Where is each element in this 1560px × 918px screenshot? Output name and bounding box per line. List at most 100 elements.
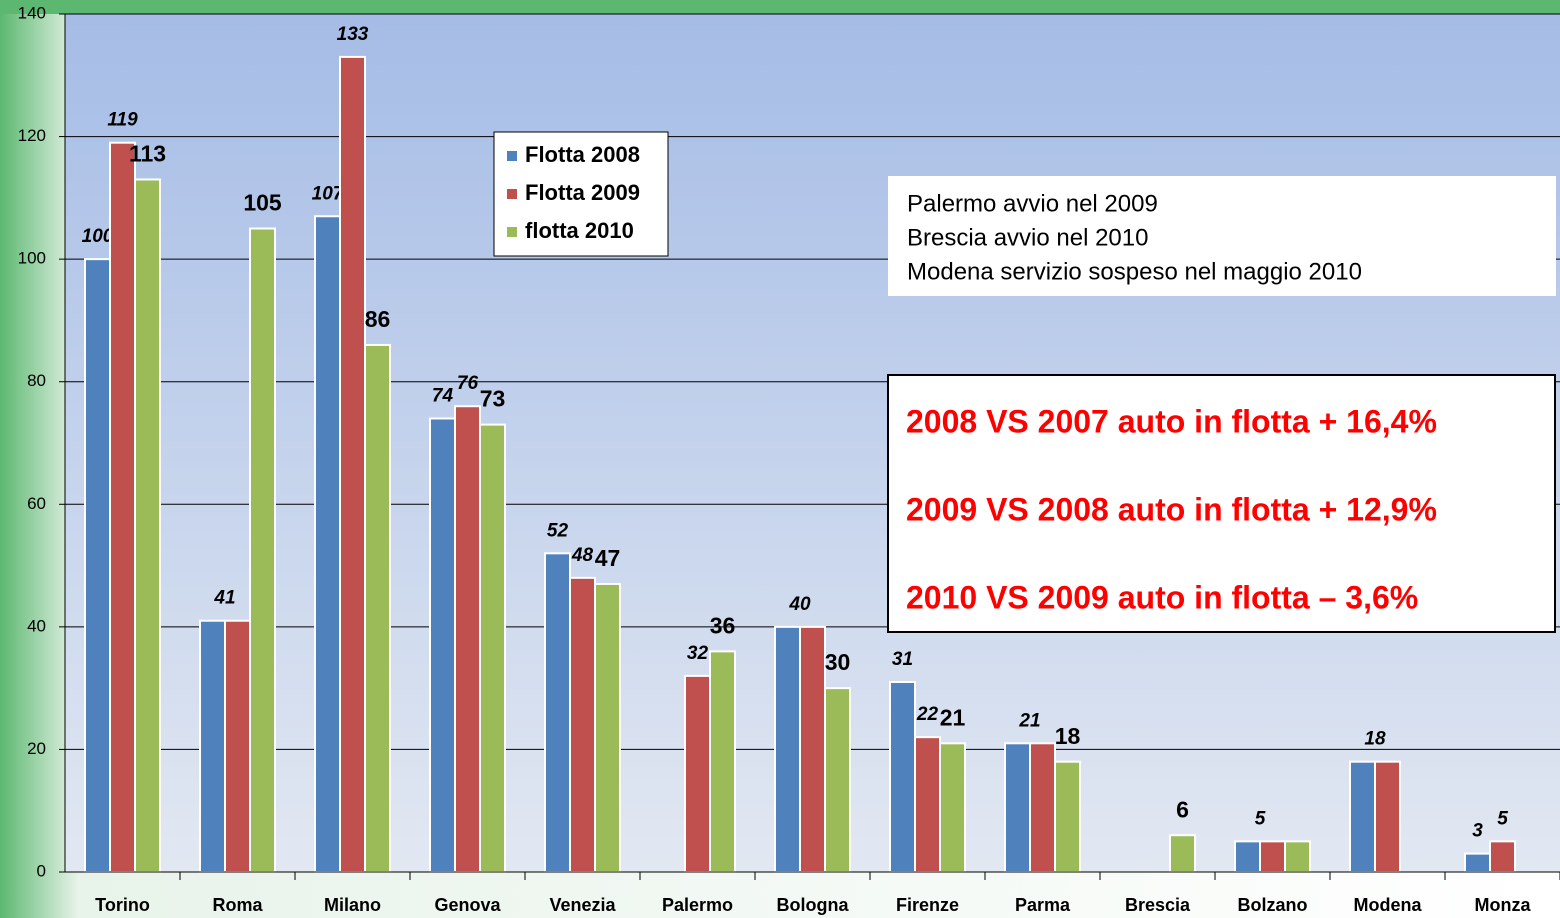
legend-label: Flotta 2009	[525, 180, 640, 205]
x-tick-label: Bolzano	[1238, 895, 1308, 915]
bar	[1259, 840, 1286, 873]
bar	[889, 681, 916, 873]
data-label: 31	[892, 649, 913, 670]
highlight: 2009 VS 2008 auto in flotta + 12,9%	[906, 491, 1437, 527]
bar	[1464, 852, 1491, 873]
bar	[364, 343, 391, 873]
data-label: 52	[547, 520, 569, 541]
data-label: 47	[595, 545, 621, 571]
bar	[339, 55, 366, 873]
data-label: 3	[1472, 821, 1483, 842]
note: Palermo avvio nel 2009	[907, 190, 1158, 217]
bar	[914, 736, 941, 874]
legend-label: flotta 2010	[525, 218, 634, 243]
data-label: 5	[1497, 808, 1508, 829]
data-label: 86	[365, 306, 391, 332]
data-label: 74	[432, 386, 454, 407]
bar	[224, 619, 251, 873]
bar	[824, 687, 851, 874]
bar	[1004, 742, 1031, 873]
data-label: 6	[1176, 796, 1189, 822]
bar	[799, 625, 826, 873]
legend-box	[493, 131, 669, 257]
data-label: 107	[312, 183, 345, 204]
bar	[1489, 840, 1516, 873]
highlight: 2010 VS 2009 auto in flotta – 3,6%	[906, 579, 1418, 615]
note-box	[888, 176, 1556, 296]
data-label: 32	[687, 643, 709, 664]
y-tick-label: 60	[27, 494, 46, 513]
legend-label: Flotta 2008	[525, 142, 640, 167]
x-tick-label: Genova	[434, 895, 501, 915]
data-label: 105	[243, 190, 282, 216]
bar	[84, 258, 111, 873]
y-tick-label: 40	[27, 616, 46, 635]
y-tick-label: 20	[27, 739, 46, 758]
data-label: 18	[1055, 723, 1081, 749]
bar	[1029, 742, 1056, 873]
bar	[1054, 760, 1081, 874]
data-label: 76	[457, 373, 479, 394]
data-label: 18	[1364, 729, 1386, 750]
data-label: 40	[788, 594, 811, 615]
bar	[199, 619, 226, 873]
bar	[1284, 840, 1311, 873]
data-label: 21	[1018, 710, 1040, 731]
bar	[1349, 760, 1376, 874]
bar	[249, 227, 276, 873]
bar	[1374, 760, 1401, 874]
x-tick-label: Venezia	[549, 895, 616, 915]
y-tick-label: 80	[27, 371, 46, 390]
bar	[454, 405, 481, 873]
x-tick-label: Firenze	[896, 895, 959, 915]
x-tick-label: Palermo	[662, 895, 733, 915]
highlight-box	[887, 374, 1556, 633]
y-tick-label: 100	[18, 249, 46, 268]
bar	[1234, 840, 1261, 873]
bar	[684, 674, 711, 874]
legend-swatch	[507, 189, 517, 199]
bar	[314, 215, 341, 873]
bar	[569, 576, 596, 873]
bar	[429, 417, 456, 873]
data-label: 22	[916, 704, 939, 725]
bar	[544, 552, 571, 873]
data-label: 30	[825, 649, 851, 675]
data-label: 119	[107, 110, 138, 131]
data-label: 41	[213, 588, 235, 609]
data-label: 36	[710, 612, 736, 638]
x-tick-label: Modena	[1353, 895, 1422, 915]
x-tick-label: Parma	[1015, 895, 1071, 915]
bar	[479, 423, 506, 873]
data-label: 113	[129, 141, 166, 167]
x-tick-label: Brescia	[1125, 895, 1191, 915]
bar	[709, 650, 736, 873]
note: Modena servizio sospeso nel maggio 2010	[907, 258, 1362, 285]
data-label: 133	[337, 24, 369, 45]
bar	[594, 582, 621, 873]
data-label: 5	[1255, 808, 1266, 829]
data-label: 73	[480, 386, 506, 412]
legend-swatch	[507, 227, 517, 237]
y-tick-label: 140	[18, 3, 46, 22]
data-label: 48	[571, 545, 594, 566]
y-tick-label: 0	[37, 861, 46, 880]
highlight: 2008 VS 2007 auto in flotta + 16,4%	[906, 403, 1437, 439]
data-label: 21	[940, 704, 966, 730]
bar	[939, 742, 966, 873]
y-tick-label: 120	[18, 126, 46, 145]
x-tick-label: Torino	[95, 895, 150, 915]
legend-swatch	[507, 151, 517, 161]
bar	[134, 178, 161, 873]
x-tick-label: Roma	[212, 895, 263, 915]
x-tick-label: Bologna	[777, 895, 850, 915]
data-label: 100	[82, 226, 114, 247]
bar	[774, 625, 801, 873]
top-band	[0, 0, 1560, 14]
bar	[1169, 834, 1196, 874]
x-tick-label: Monza	[1475, 895, 1532, 915]
note: Brescia avvio nel 2010	[907, 224, 1148, 251]
x-tick-label: Milano	[324, 895, 381, 915]
